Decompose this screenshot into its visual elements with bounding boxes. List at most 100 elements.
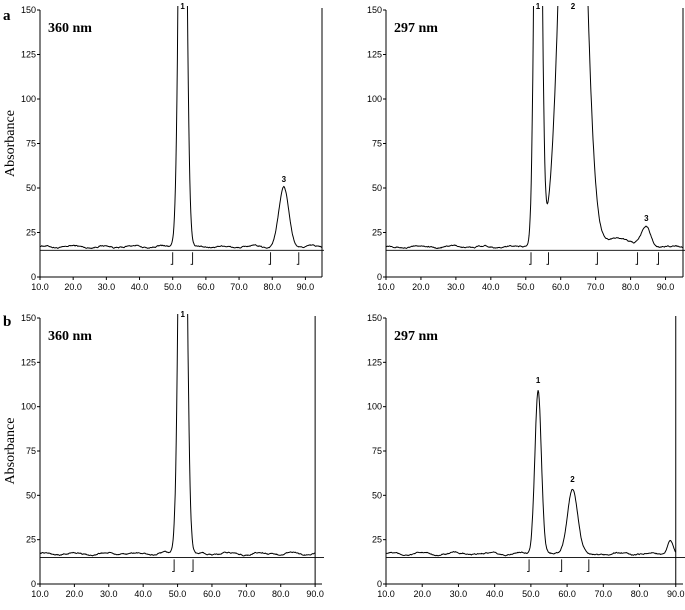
integration-mark	[268, 252, 272, 265]
integration-mark	[635, 252, 639, 265]
y-tick-label: 75	[372, 139, 382, 149]
x-tick-label: 80.0	[631, 589, 649, 599]
x-tick-label: 90.0	[297, 282, 315, 292]
integration-mark	[191, 559, 194, 572]
y-tick-label: 150	[367, 313, 382, 323]
y-tick-label: 150	[21, 5, 36, 15]
x-tick-label: 50.0	[169, 589, 187, 599]
x-tick-label: 40.0	[134, 589, 152, 599]
chromatogram-trace	[40, 6, 322, 250]
row-label-a: a	[3, 8, 11, 24]
y-tick-label: 125	[21, 50, 36, 60]
x-tick-label: 70.0	[230, 282, 248, 292]
chromatogram-trace	[386, 390, 677, 557]
y-tick-label: 150	[367, 5, 382, 15]
chart-panel-4: 0 25 50 75 100 125 150 10.0 20.0 30.0 40.0 50.0 60.0…	[367, 313, 685, 599]
x-tick-label: 70.0	[587, 282, 605, 292]
peak-label: 2	[571, 2, 576, 11]
y-tick-label: 125	[367, 357, 382, 367]
y-tick-label: 0	[377, 579, 382, 589]
x-tick-label: 60.0	[552, 282, 570, 292]
integration-mark	[586, 559, 590, 572]
x-tick-label: 90.0	[306, 589, 324, 599]
chromatogram-trace	[386, 6, 683, 249]
integration-mark	[172, 559, 175, 572]
x-tick-label: 50.0	[522, 589, 540, 599]
y-tick-label: 125	[367, 50, 382, 60]
wavelength-label: 297 nm	[394, 21, 438, 36]
x-tick-label: 60.0	[197, 282, 215, 292]
y-tick-label: 125	[21, 357, 36, 367]
x-tick-label: 90.0	[667, 589, 685, 599]
row-label-b: b	[3, 314, 11, 330]
y-tick-label: 100	[21, 402, 36, 412]
x-tick-label: 70.0	[595, 589, 613, 599]
x-tick-label: 10.0	[377, 282, 395, 292]
y-tick-label: 75	[372, 446, 382, 456]
y-axis-label: Absorbance	[3, 110, 18, 177]
integration-mark	[296, 252, 300, 265]
x-tick-label: 80.0	[622, 282, 640, 292]
chart-panel-2: 0 25 50 75 100 125 150 10.0 20.0 30.0 40.0 50.0 60.0…	[367, 2, 685, 292]
integration-mark	[656, 252, 659, 265]
x-tick-label: 30.0	[447, 282, 465, 292]
x-tick-label: 20.0	[413, 589, 431, 599]
x-tick-label: 50.0	[164, 282, 182, 292]
peak-label: 1	[536, 376, 541, 385]
x-tick-label: 90.0	[657, 282, 675, 292]
y-tick-label: 100	[367, 402, 382, 412]
wavelength-label: 297 nm	[394, 329, 438, 344]
x-tick-label: 40.0	[131, 282, 149, 292]
chart-panel-3: 0 25 50 75 100 125 150 10.0 20.0 30.0 40.0 50.0 60.0…	[3, 310, 324, 599]
x-tick-label: 10.0	[31, 282, 49, 292]
x-tick-label: 10.0	[377, 589, 395, 599]
y-tick-label: 50	[26, 183, 36, 193]
peak-label: 3	[644, 214, 649, 223]
peak-label: 3	[282, 175, 287, 184]
y-tick-label: 75	[26, 139, 36, 149]
y-tick-label: 25	[372, 535, 382, 545]
integration-mark	[529, 252, 532, 265]
y-tick-label: 50	[372, 490, 382, 500]
x-tick-label: 20.0	[64, 282, 82, 292]
x-tick-label: 60.0	[558, 589, 576, 599]
y-tick-label: 50	[26, 490, 36, 500]
x-tick-label: 20.0	[66, 589, 84, 599]
y-tick-label: 0	[377, 272, 382, 282]
integration-mark	[595, 252, 598, 265]
peak-label: 1	[180, 2, 185, 11]
y-tick-label: 100	[367, 94, 382, 104]
peak-label: 1	[536, 2, 541, 11]
x-tick-label: 30.0	[450, 589, 468, 599]
integration-mark	[527, 559, 530, 572]
chromatogram-trace	[40, 314, 316, 557]
wavelength-label: 360 nm	[48, 21, 92, 36]
y-tick-label: 50	[372, 183, 382, 193]
x-tick-label: 40.0	[486, 589, 504, 599]
x-tick-label: 30.0	[98, 282, 116, 292]
x-tick-label: 70.0	[238, 589, 256, 599]
x-tick-label: 30.0	[100, 589, 118, 599]
y-tick-label: 25	[26, 535, 36, 545]
wavelength-label: 360 nm	[48, 329, 92, 344]
integration-mark	[546, 252, 549, 265]
x-tick-label: 50.0	[517, 282, 535, 292]
integration-mark	[170, 252, 174, 265]
y-tick-label: 75	[26, 446, 36, 456]
integration-mark	[190, 252, 194, 265]
peak-label: 1	[180, 310, 185, 319]
x-tick-label: 40.0	[482, 282, 500, 292]
y-tick-label: 150	[21, 313, 36, 323]
chart-panel-1: 0 25 50 75 100 125 150 10.0 20.0 30.0 40.0 50.0 60.0…	[3, 2, 324, 292]
peak-label: 2	[570, 475, 575, 484]
x-tick-label: 80.0	[272, 589, 290, 599]
x-tick-label: 80.0	[263, 282, 281, 292]
y-tick-label: 100	[21, 94, 36, 104]
y-tick-label: 0	[31, 272, 36, 282]
y-axis-label: Absorbance	[3, 418, 18, 485]
integration-mark	[559, 559, 563, 572]
x-tick-label: 10.0	[31, 589, 49, 599]
x-tick-label: 20.0	[412, 282, 430, 292]
